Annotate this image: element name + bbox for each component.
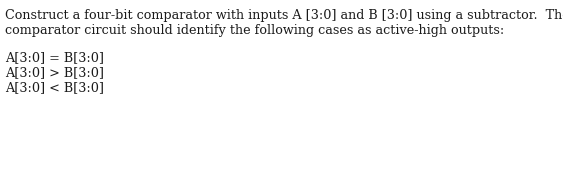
Text: A[3:0] = B[3:0]: A[3:0] = B[3:0] bbox=[5, 51, 104, 64]
Text: Construct a four-bit comparator with inputs A [3:0] and B [3:0] using a subtract: Construct a four-bit comparator with inp… bbox=[5, 9, 563, 22]
Text: A[3:0] < B[3:0]: A[3:0] < B[3:0] bbox=[5, 81, 104, 94]
Text: A[3:0] > B[3:0]: A[3:0] > B[3:0] bbox=[5, 66, 104, 79]
Text: comparator circuit should identify the following cases as active-high outputs:: comparator circuit should identify the f… bbox=[5, 24, 504, 37]
